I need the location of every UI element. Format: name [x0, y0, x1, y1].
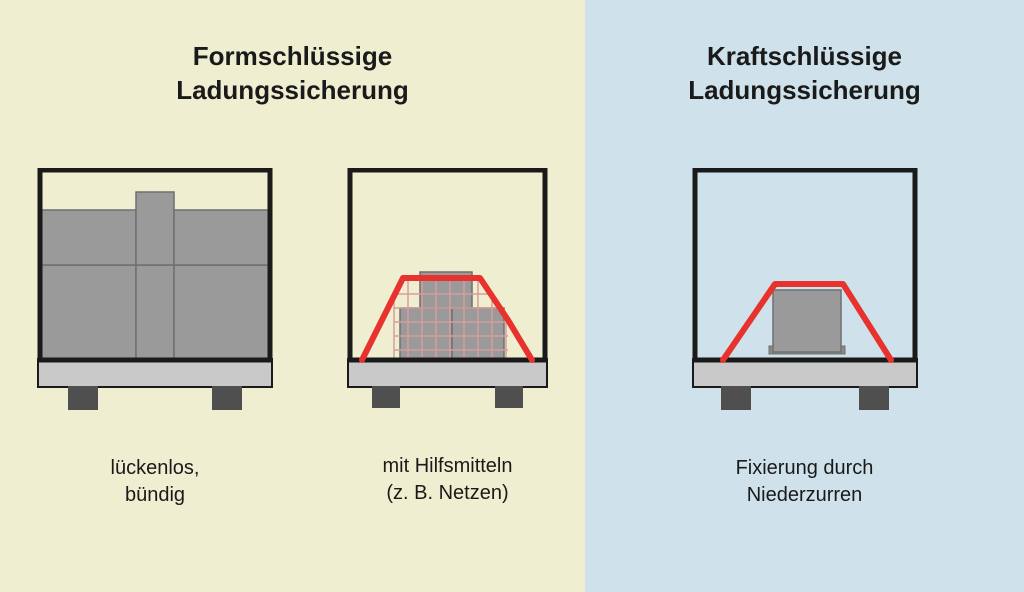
fig-tie-caption: Fixierung durch Niederzurren: [736, 455, 874, 509]
diagram-root: Formschlüssige Ladungssicherung lückenlo…: [0, 0, 1024, 592]
fig-full: lückenlos, bündig: [35, 168, 275, 509]
left-figs-row: lückenlos, bündig mit Hilfsmitteln (z. B…: [0, 168, 585, 509]
right-figs-row: Fixierung durch Niederzurren: [585, 168, 1024, 509]
fig-tie: Fixierung durch Niederzurren: [690, 168, 920, 509]
fig-net: mit Hilfsmitteln (z. B. Netzen): [345, 168, 550, 509]
fig-net-caption: mit Hilfsmitteln (z. B. Netzen): [382, 453, 512, 507]
fig-full-caption: lückenlos, bündig: [111, 455, 200, 509]
panel-right-title: Kraftschlüssige Ladungssicherung: [688, 40, 921, 108]
fig-net-svg-slot: [345, 168, 550, 417]
fig-tie-svg-slot: [690, 168, 920, 419]
fig-full-svg-slot: [35, 168, 275, 419]
panel-left-title: Formschlüssige Ladungssicherung: [176, 40, 409, 108]
panel-kraftschluessig: Kraftschlüssige Ladungssicherung Fixieru…: [585, 0, 1024, 592]
panel-formschluessig: Formschlüssige Ladungssicherung lückenlo…: [0, 0, 585, 592]
